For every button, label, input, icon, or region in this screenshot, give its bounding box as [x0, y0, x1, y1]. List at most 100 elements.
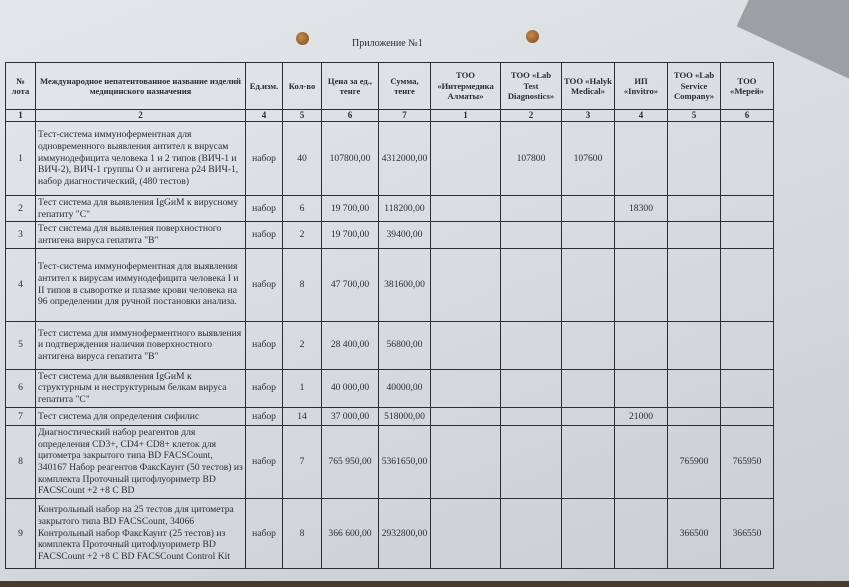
- column-header: ТОО «Lab Test Diagnostics»: [500, 62, 562, 110]
- item-name-cell: Диагностический набор реагентов для опре…: [35, 424, 246, 500]
- unit-price-cell: 765 950,00: [321, 424, 379, 500]
- lot-cell: 8: [5, 424, 36, 500]
- item-name-cell: Тест система для выявления поверхностног…: [35, 221, 246, 249]
- column-number: 5: [282, 109, 322, 122]
- table-edge: [0, 581, 849, 587]
- unit-price-cell: 40 000,00: [321, 368, 379, 408]
- column-header: ТОО «Мерей»: [720, 62, 774, 110]
- table-row: 6 Тест система для выявления IgGиM к стру…: [5, 368, 774, 408]
- column-number: 4: [245, 109, 283, 122]
- supplier-bid-cell: [500, 498, 562, 570]
- column-header: Сумма, тенге: [378, 62, 431, 110]
- supplier-bid-cell: 366550: [720, 498, 774, 570]
- column-header: ИП «Invitro»: [614, 62, 668, 110]
- supplier-bid-cell: [430, 194, 501, 223]
- supplier-bid-cell: [430, 320, 501, 370]
- supplier-bid-cell: [667, 120, 721, 196]
- unit-price-cell: 37 000,00: [321, 406, 379, 426]
- supplier-bid-cell: [500, 247, 562, 322]
- supplier-bid-cell: [561, 406, 615, 426]
- supplier-bid-cell: [561, 194, 615, 223]
- item-name-cell: Тест-система иммуноферментная для одновр…: [35, 120, 246, 196]
- table-row: 8 Диагностический набор реагентов для опр…: [5, 424, 774, 500]
- quantity-cell: 1: [282, 368, 322, 408]
- column-number: 7: [378, 109, 431, 122]
- column-number: 1: [430, 109, 501, 122]
- lot-cell: 3: [5, 221, 36, 249]
- column-header: Кол-во: [282, 62, 322, 110]
- lot-cell: 7: [5, 406, 36, 426]
- lot-cell: 6: [5, 368, 36, 408]
- quantity-cell: 40: [282, 120, 322, 196]
- quantity-cell: 8: [282, 247, 322, 322]
- unit-price-cell: 28 400,00: [321, 320, 379, 370]
- lot-cell: 2: [5, 194, 36, 223]
- lot-cell: 4: [5, 247, 36, 322]
- supplier-bid-cell: [720, 368, 774, 408]
- column-number: 1: [5, 109, 36, 122]
- supplier-bid-cell: [430, 424, 501, 500]
- total-sum-cell: 4312000,00: [378, 120, 431, 196]
- unit-cell: набор: [245, 120, 283, 196]
- unit-cell: набор: [245, 498, 283, 570]
- supplier-bid-cell: [500, 368, 562, 408]
- item-name-cell: Тест система для выявления IgGиM к струк…: [35, 368, 246, 408]
- unit-cell: набор: [245, 368, 283, 408]
- supplier-bid-cell: 21000: [614, 406, 668, 426]
- supplier-bid-cell: [500, 406, 562, 426]
- total-sum-cell: 518000,00: [378, 406, 431, 426]
- quantity-cell: 2: [282, 221, 322, 249]
- item-name-cell: Контрольный набор на 25 тестов для цитом…: [35, 498, 246, 570]
- total-sum-cell: 40000,00: [378, 368, 431, 408]
- price-comparison-table: № лота Международное непатентованное назв…: [5, 62, 774, 570]
- supplier-bid-cell: [561, 320, 615, 370]
- supplier-bid-cell: 107800: [500, 120, 562, 196]
- supplier-bid-cell: [614, 221, 668, 249]
- quantity-cell: 14: [282, 406, 322, 426]
- column-number: 6: [321, 109, 379, 122]
- item-name-cell: Тест система для определения сифилис: [35, 406, 246, 426]
- unit-cell: набор: [245, 320, 283, 370]
- item-name-cell: Тест система для иммуноферментного выявл…: [35, 320, 246, 370]
- unit-price-cell: 19 700,00: [321, 221, 379, 249]
- table-row: 9 Контрольный набор на 25 тестов для цито…: [5, 498, 774, 570]
- supplier-bid-cell: [614, 424, 668, 500]
- supplier-bid-cell: [614, 368, 668, 408]
- table-row: 4 Тест-система иммуноферментная для выявл…: [5, 247, 774, 322]
- supplier-bid-cell: [561, 498, 615, 570]
- supplier-bid-cell: [614, 498, 668, 570]
- supplier-bid-cell: [667, 368, 721, 408]
- supplier-bid-cell: [561, 368, 615, 408]
- supplier-bid-cell: 765950: [720, 424, 774, 500]
- lot-cell: 1: [5, 120, 36, 196]
- supplier-bid-cell: [667, 194, 721, 223]
- supplier-bid-cell: [667, 406, 721, 426]
- lot-cell: 9: [5, 498, 36, 570]
- column-header: ТОО «Halyk Medical»: [561, 62, 615, 110]
- supplier-bid-cell: 107600: [561, 120, 615, 196]
- unit-cell: набор: [245, 221, 283, 249]
- supplier-bid-cell: [500, 221, 562, 249]
- column-header: Ед.изм.: [245, 62, 283, 110]
- column-number: 6: [720, 109, 774, 122]
- total-sum-cell: 56800,00: [378, 320, 431, 370]
- column-number: 3: [561, 109, 615, 122]
- column-number: 2: [500, 109, 562, 122]
- supplier-bid-cell: [614, 320, 668, 370]
- supplier-bid-cell: [500, 194, 562, 223]
- item-name-cell: Тест-система иммуноферментная для выявле…: [35, 247, 246, 322]
- supplier-bid-cell: 18300: [614, 194, 668, 223]
- supplier-bid-cell: [667, 320, 721, 370]
- column-header: ТОО «Lab Service Company»: [667, 62, 721, 110]
- supplier-bid-cell: [667, 221, 721, 249]
- unit-price-cell: 47 700,00: [321, 247, 379, 322]
- column-number: 2: [35, 109, 246, 122]
- item-name-cell: Тест система для выявления IgGиM к вирус…: [35, 194, 246, 223]
- supplier-bid-cell: [720, 221, 774, 249]
- supplier-bid-cell: [720, 247, 774, 322]
- table-row: 7 Тест система для определения сифилис наб…: [5, 406, 774, 426]
- table-row: 3 Тест система для выявления поверхностно…: [5, 221, 774, 249]
- total-sum-cell: 5361650,00: [378, 424, 431, 500]
- punch-hole: [526, 30, 539, 43]
